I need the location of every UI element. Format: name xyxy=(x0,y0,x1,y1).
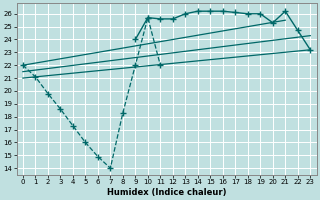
X-axis label: Humidex (Indice chaleur): Humidex (Indice chaleur) xyxy=(107,188,226,197)
